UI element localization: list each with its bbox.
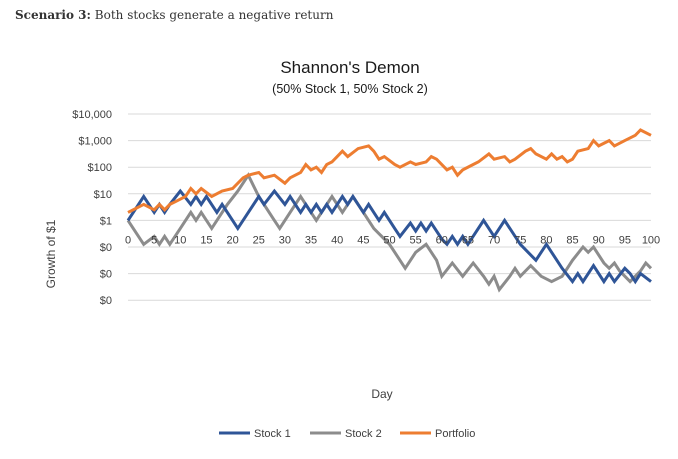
x-tick-label: 55 [410,234,422,246]
x-tick-label: 15 [200,234,212,246]
legend: Stock 1 Stock 2 Portfolio [219,428,475,440]
x-tick-label: 60 [436,234,448,246]
chart-subtitle: (50% Stock 1, 50% Stock 2) [272,82,428,96]
x-tick-label: 80 [540,234,552,246]
x-tick-label: 40 [331,234,343,246]
y-tick-label: $0 [100,295,112,307]
x-tick-label: 65 [462,234,474,246]
x-tick-label: 90 [593,234,605,246]
scenario-label: Scenario 3: [15,8,91,22]
y-tick-label: $10 [94,189,112,201]
x-tick-label: 100 [642,234,660,246]
x-tick-label: 25 [253,234,265,246]
x-tick-label: 30 [279,234,291,246]
x-tick-label: 75 [514,234,526,246]
series-line-portfolio [127,128,652,214]
chart-title: Shannon's Demon [280,58,419,77]
y-tick-label: $1 [100,215,112,227]
legend-stock2-label: Stock 2 [345,428,382,440]
series-line-stock2 [126,172,653,293]
scenario-caption: Scenario 3: Both stocks generate a negat… [15,8,333,22]
x-axis-label: Day [371,387,392,401]
series-lines [126,128,653,293]
x-tick-labels: 0 5 10 15 20 25 30 35 40 45 50 55 60 65 70 75 80 85 90 95 10… [125,234,660,246]
x-tick-label: 85 [566,234,578,246]
x-tick-label: 45 [357,234,369,246]
x-tick-label: 95 [619,234,631,246]
legend-portfolio-label: Portfolio [435,428,475,440]
y-axis-label: Growth of $1 [44,219,58,288]
x-tick-label: 50 [383,234,395,246]
x-tick-label: 70 [488,234,500,246]
y-tick-label: $1,000 [78,136,112,148]
x-tick-label: 20 [226,234,238,246]
y-tick-label: $0 [100,269,112,281]
legend-stock1-label: Stock 1 [254,428,291,440]
x-tick-label: 35 [305,234,317,246]
gridlines [128,113,651,301]
x-tick-label: 5 [151,234,157,246]
y-tick-label: $0 [100,242,112,254]
y-tick-label: $100 [88,162,112,174]
x-tick-label: 0 [125,234,131,246]
y-tick-label: $10,000 [72,109,112,121]
scenario-text: Both stocks generate a negative return [94,8,334,22]
series-line-stock1 [126,188,652,285]
x-tick-label: 10 [174,234,186,246]
y-tick-labels: $10,000 $1,000 $100 $10 $1 $0 $0 $0 [72,109,112,307]
